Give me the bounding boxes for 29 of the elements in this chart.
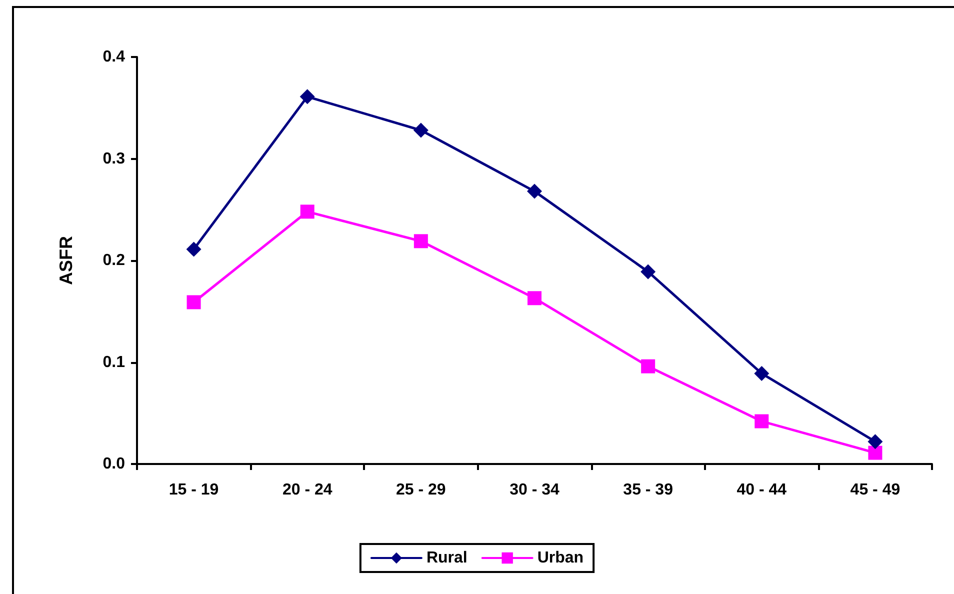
x-tick-label: 25 - 29 (396, 482, 446, 498)
point (300, 204, 314, 219)
point (641, 359, 656, 374)
point (413, 122, 428, 138)
legend-label: Urban (537, 550, 584, 566)
y-tick-label: 0.1 (102, 354, 126, 371)
y-tick-label: 0.0 (102, 456, 126, 472)
point (754, 366, 770, 381)
point (186, 242, 202, 257)
point (868, 434, 883, 450)
x-tick-label: 15 - 19 (168, 482, 219, 498)
point (640, 264, 656, 280)
point (414, 234, 428, 248)
point (186, 295, 201, 310)
y-tick-label: 0.4 (102, 48, 126, 66)
x-tick-label: 40 - 44 (736, 482, 787, 498)
x-tick-label: 20 - 24 (282, 482, 332, 498)
y-axis-title: ASFR (56, 236, 76, 285)
x-tick-label: 35 - 39 (623, 482, 674, 498)
x-tick-label: 30 - 34 (510, 482, 560, 498)
legend-label: Rural (426, 550, 468, 566)
point (868, 446, 882, 460)
x-tick-label: 45 - 49 (850, 482, 900, 498)
point (300, 89, 315, 104)
point (528, 291, 542, 306)
y-tick-label: 0.3 (102, 150, 126, 168)
y-tick-label: 0.2 (102, 252, 126, 269)
point (754, 414, 769, 428)
point (527, 184, 542, 199)
